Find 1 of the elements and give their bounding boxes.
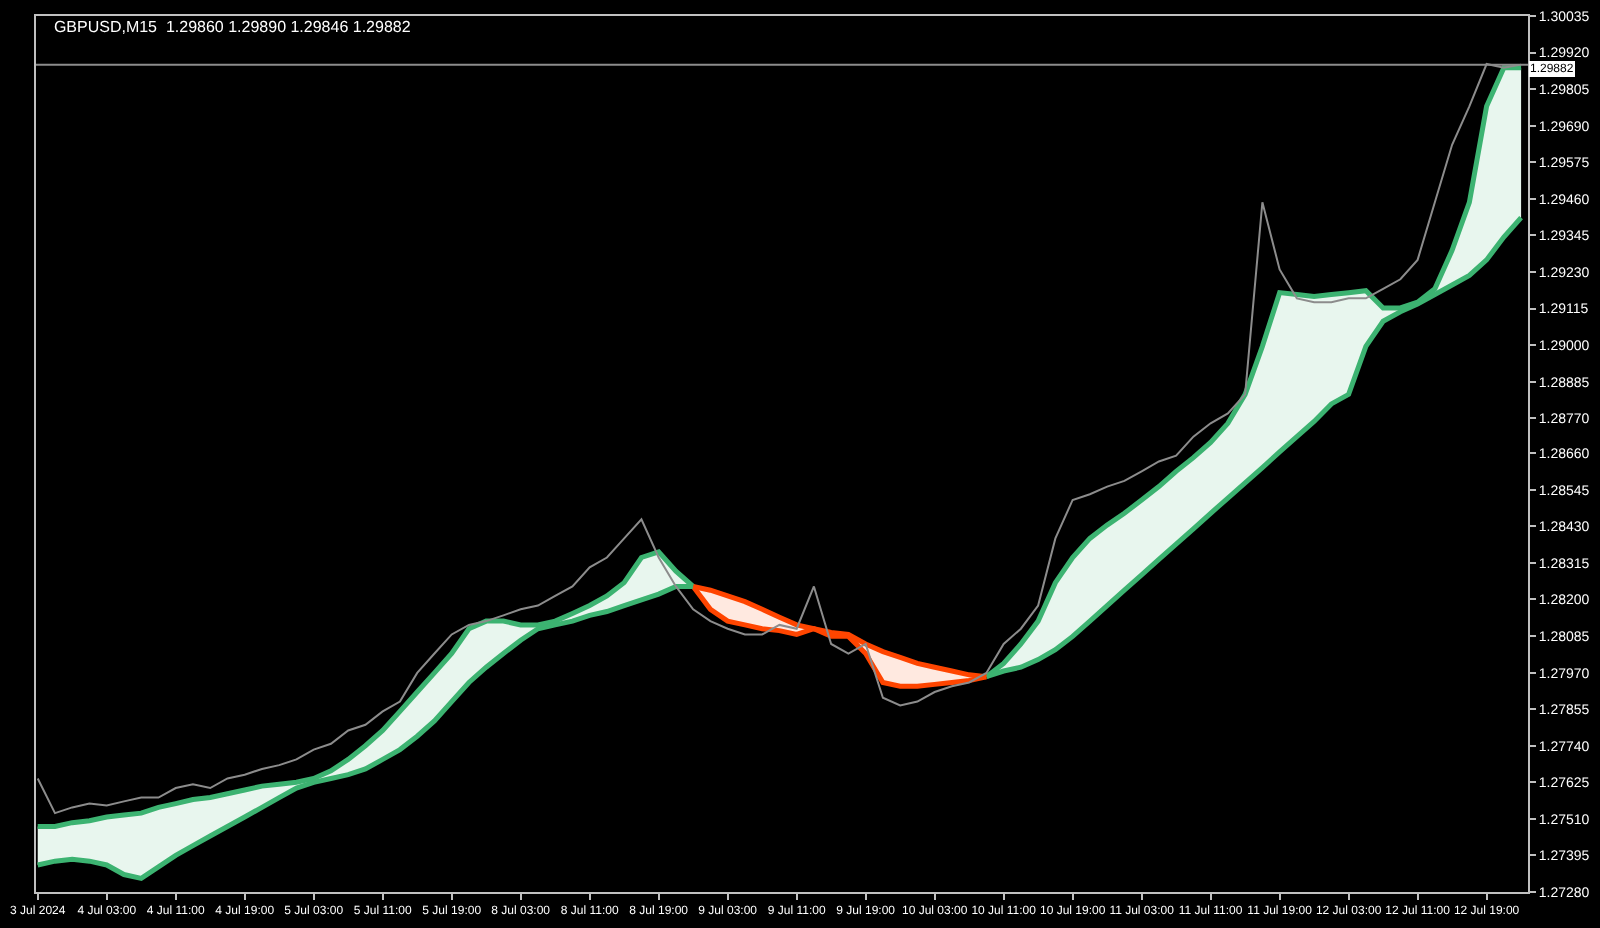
chart-title: GBPUSD,M15 1.29860 1.29890 1.29846 1.29882 — [53, 17, 412, 36]
